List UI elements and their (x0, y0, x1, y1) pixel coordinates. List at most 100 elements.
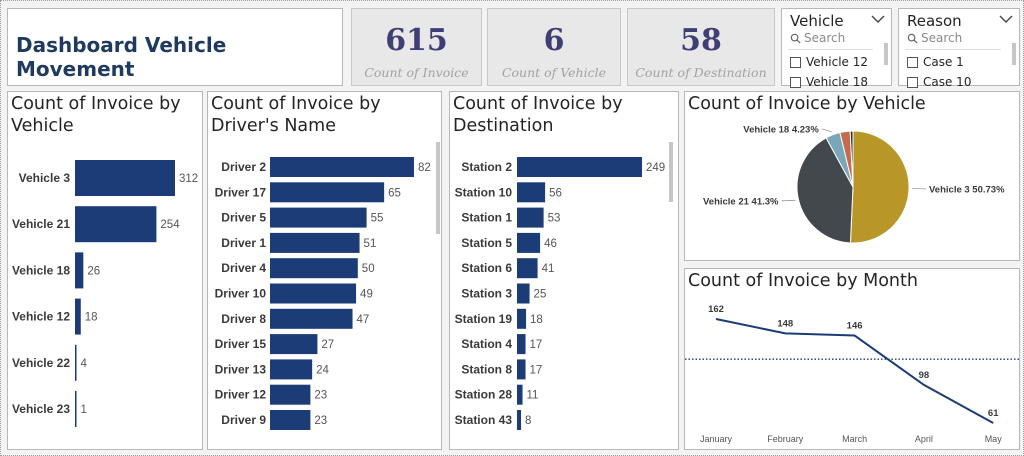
divider (905, 49, 1001, 50)
kpi-card-vehicle[interactable]: 6 Count of Vehicle (487, 8, 621, 86)
category-label: Driver 4 (221, 261, 266, 275)
category-label: Station 8 (461, 362, 512, 376)
checkbox[interactable] (790, 56, 801, 68)
checkbox[interactable] (907, 76, 918, 88)
scrollbar[interactable] (669, 142, 673, 202)
data-label: 65 (388, 187, 401, 199)
checkbox[interactable] (907, 56, 918, 68)
data-label: 26 (87, 265, 100, 277)
slicer-item-label: Case 10 (923, 75, 972, 89)
bar (270, 308, 353, 329)
bar (270, 334, 318, 355)
leader-line (821, 128, 832, 133)
slicer-item-label: Case 1 (923, 55, 964, 69)
x-tick-label: January (700, 434, 733, 444)
category-label: Vehicle 21 (12, 217, 70, 231)
kpi-card-invoice[interactable]: 615 Count of Invoice (351, 8, 482, 86)
bar (75, 252, 84, 289)
category-label: Vehicle 23 (12, 402, 70, 416)
line-chart-month: 162 January 148 February 146 March 98 April 61 Ma… (685, 304, 1021, 444)
data-label: 46 (544, 238, 557, 250)
category-label: Driver 5 (221, 211, 266, 225)
bar (270, 410, 311, 430)
category-label: Station 5 (461, 236, 512, 250)
series-line (715, 318, 994, 424)
chart-title: Count of Invoice by Vehicle (11, 94, 181, 136)
slicer-item[interactable]: Case 1 (907, 55, 964, 69)
category-label: Driver 15 (215, 337, 267, 351)
pie-slice (796, 137, 854, 244)
category-label: Station 2 (461, 160, 512, 174)
slicer-title: Vehicle (790, 12, 844, 30)
scrollbar[interactable] (884, 43, 888, 65)
category-label: Station 10 (455, 185, 513, 199)
search-icon (790, 33, 801, 44)
data-label: 61 (988, 408, 999, 419)
bar (517, 232, 541, 253)
data-label: 254 (160, 219, 180, 231)
data-label: 148 (777, 318, 793, 329)
data-label: 41 (542, 263, 555, 275)
scrollbar[interactable] (1012, 43, 1016, 65)
chevron-down-icon[interactable] (871, 14, 885, 24)
x-tick-label: May (985, 434, 1003, 444)
bar (270, 359, 313, 380)
slice-label: Vehicle 3 50.73% (929, 184, 1005, 195)
category-label: Driver 12 (215, 388, 267, 402)
bar (270, 283, 357, 304)
pie-slice (849, 130, 854, 188)
kpi-value: 615 (385, 23, 448, 58)
bar (517, 258, 538, 279)
data-label: 162 (708, 304, 724, 315)
data-label: 56 (549, 187, 562, 199)
bar (517, 359, 526, 380)
checkbox[interactable] (790, 76, 801, 88)
slicer-item[interactable]: Vehicle 12 (790, 55, 868, 69)
bar (517, 334, 526, 355)
slicer-search-box[interactable]: Search (790, 31, 845, 45)
bar (517, 182, 546, 203)
bar (75, 298, 81, 335)
category-label: Driver 1 (221, 236, 266, 250)
x-tick-label: February (767, 434, 804, 444)
kpi-value: 58 (680, 23, 722, 58)
kpi-value: 6 (543, 23, 565, 58)
slicer-item[interactable]: Vehicle 18 (790, 75, 868, 89)
category-label: Station 28 (455, 388, 513, 402)
chart-title: Count of Invoice by Driver's Name (211, 94, 381, 136)
chevron-down-icon[interactable] (999, 14, 1013, 24)
kpi-card-destination[interactable]: 58 Count of Destination (627, 8, 775, 86)
category-label: Vehicle 3 (19, 171, 71, 185)
data-label: 82 (418, 162, 431, 174)
slicer-search-box[interactable]: Search (907, 31, 962, 45)
chart-invoice-by-destination: Count of Invoice by Destination Station … (449, 91, 679, 450)
data-label: 50 (362, 263, 375, 275)
bar (270, 182, 385, 203)
kpi-label: Count of Vehicle (501, 65, 607, 80)
bar (75, 160, 175, 196)
data-label: 249 (646, 162, 665, 174)
slicer-item-label: Vehicle 18 (806, 75, 868, 89)
slice-label: Vehicle 21 41.3% (703, 196, 779, 207)
category-label: Station 6 (461, 261, 512, 275)
vehicle-slicer: Vehicle Search Vehicle 12 Vehicle 18 (781, 8, 892, 89)
bar (75, 206, 157, 243)
data-label: 23 (314, 390, 327, 402)
data-label: 23 (314, 415, 327, 427)
category-label: Vehicle 18 (12, 263, 70, 277)
scrollbar[interactable] (436, 142, 440, 234)
data-label: 51 (364, 238, 377, 250)
data-label: 24 (316, 364, 329, 376)
bar (75, 391, 77, 427)
chart-invoice-by-vehicle: Count of Invoice by Vehicle Vehicle 3 312… (7, 91, 203, 450)
bar-chart-destination: Station 2 249 Station 10 56 Station 1 53 Stati… (455, 157, 665, 430)
bar (517, 410, 522, 430)
bar (517, 157, 642, 177)
slicer-title: Reason (907, 12, 962, 30)
slicer-item[interactable]: Case 10 (907, 75, 971, 89)
data-label: 53 (548, 213, 561, 225)
bar (270, 384, 311, 405)
bar (75, 344, 77, 381)
